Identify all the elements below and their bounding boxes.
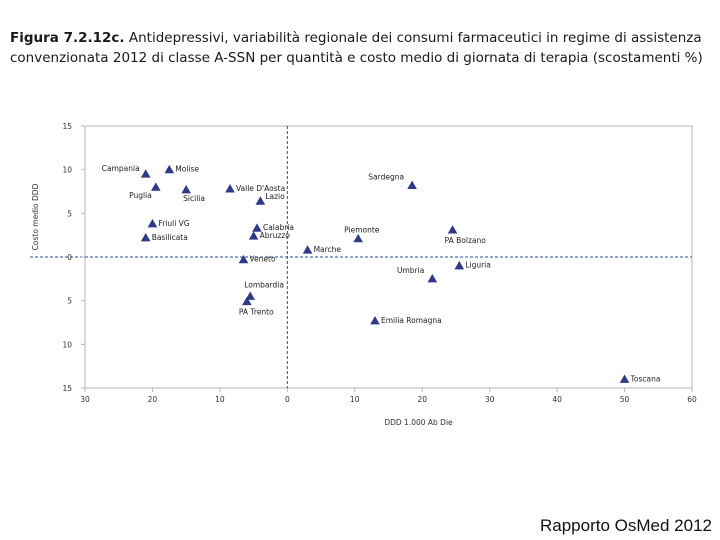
data-points: Campania Molise Puglia Sicilia Valle D'Aosta… (102, 164, 661, 383)
data-point-marker (238, 254, 249, 264)
y-tick-label: 10 (62, 340, 72, 349)
figure-title-text: Antidepressivi, variabilità regionale de… (10, 30, 703, 66)
data-point-label: Valle D'Aosta (236, 184, 285, 193)
x-tick-label: 20 (417, 395, 427, 404)
x-tick-label: 0 (285, 395, 290, 404)
x-tick-label: 40 (552, 395, 562, 404)
x-tick-label: 20 (148, 395, 158, 404)
footer-source: Rapporto OsMed 2012 (540, 516, 712, 535)
data-point-label: Piemonte (344, 226, 380, 235)
data-point-marker (248, 231, 259, 240)
figure-number: Figura 7.2.12c. (10, 30, 125, 46)
data-point-label: Marche (314, 245, 342, 254)
data-point-marker (407, 180, 417, 189)
data-point-marker (447, 225, 458, 234)
data-point-marker (619, 374, 630, 383)
reference-lines (30, 126, 692, 388)
data-point-label: Abruzzo (260, 231, 291, 240)
data-point-label: PA Trento (239, 308, 274, 317)
data-point-label: Puglia (129, 191, 152, 200)
data-point-marker (151, 182, 161, 191)
data-point-marker (245, 291, 256, 300)
y-tick-label: 5 (67, 297, 72, 306)
data-point-marker (252, 223, 262, 232)
y-tick-label: 15 (62, 384, 72, 393)
data-point-marker (255, 196, 266, 205)
data-point-marker (302, 245, 313, 254)
y-tick-label: 5 (67, 209, 72, 218)
data-point-marker (164, 164, 175, 174)
data-point-label: Friuli VG (158, 219, 189, 228)
data-point-label: Toscana (630, 374, 661, 383)
data-point-label: Calabria (263, 223, 294, 232)
data-point-label: Emilia Romagna (381, 316, 442, 325)
data-point-marker (370, 315, 380, 325)
data-point-marker (427, 274, 438, 283)
data-point-label: Basilicata (152, 233, 188, 242)
data-point-marker (181, 184, 191, 194)
data-point-marker (353, 233, 363, 243)
data-point-marker (454, 260, 465, 270)
data-point-marker (140, 169, 151, 178)
y-tick-label: 0 (67, 253, 72, 262)
data-point-label: Lombardia (244, 280, 284, 289)
data-point-label: Molise (175, 165, 199, 174)
x-tick-label: 50 (620, 395, 630, 404)
y-axis-label: Costo medio DDD (31, 183, 40, 250)
data-point-label: Umbria (397, 266, 424, 275)
data-point-label: Lazio (265, 192, 285, 201)
data-point-marker (225, 184, 235, 193)
figure-title: Figura 7.2.12c. Antidepressivi, variabil… (10, 28, 710, 68)
y-tick-label: 15 (62, 122, 72, 131)
x-tick-label: 30 (80, 395, 90, 404)
data-point-marker (242, 296, 252, 306)
x-axis-label: DDD 1.000 Ab Die (384, 418, 453, 427)
data-point-label: Sardegna (368, 172, 404, 181)
x-tick-label: 10 (350, 395, 360, 404)
x-tick-label: 60 (687, 395, 697, 404)
data-point-label: PA Bolzano (445, 236, 487, 245)
data-point-label: Veneto (249, 255, 275, 264)
data-point-marker (140, 232, 151, 242)
data-point-label: Sicilia (183, 194, 205, 203)
x-tick-label: 30 (485, 395, 495, 404)
data-point-label: Campania (102, 164, 140, 173)
x-tick-label: 10 (215, 395, 225, 404)
data-point-marker (147, 219, 158, 228)
y-tick-label: 10 (62, 166, 72, 175)
data-point-label: Liguria (465, 261, 491, 270)
